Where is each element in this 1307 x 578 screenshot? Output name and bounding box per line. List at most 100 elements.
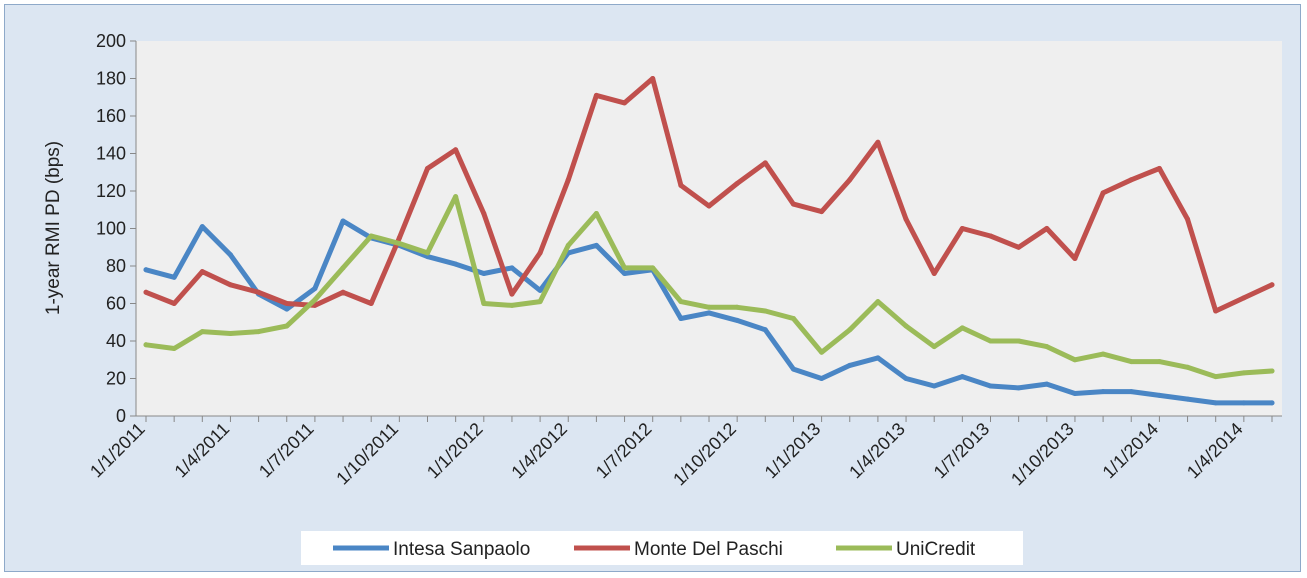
x-tick-label: 1/4/2011 [171,419,234,482]
data-point [143,289,149,295]
x-tick-label: 1/4/2012 [507,419,571,483]
data-point [931,271,937,276]
data-point [959,325,965,331]
data-point [678,316,684,321]
data-point [1072,391,1078,396]
data-point [903,216,909,222]
legend: Intesa Sanpaolo Monte Del Paschi UniCredit [301,531,1023,565]
data-point [1072,256,1078,261]
data-point [453,261,459,267]
data-point [819,209,825,215]
data-point [847,327,853,333]
y-tick-label: 160 [96,106,126,126]
data-point [819,349,825,355]
data-point [199,329,205,335]
data-point [425,166,430,171]
y-tick-label: 200 [96,31,126,51]
data-point [706,203,712,209]
data-point [847,177,853,183]
data-point [1213,400,1219,406]
y-tick-label: 180 [96,69,126,89]
data-point [256,289,262,295]
data-point [1016,244,1022,250]
x-tick-label: 1/1/2014 [1099,419,1163,483]
x-tick-label: 1/7/2013 [930,419,994,483]
data-point [1241,295,1247,301]
data-point [143,342,149,348]
data-point [847,362,853,368]
data-point [790,316,796,321]
data-point [453,147,459,153]
data-point [481,271,487,276]
data-point [227,282,233,288]
data-point [1213,308,1219,314]
data-point [1185,396,1191,402]
data-point [1156,392,1162,398]
data-point [706,304,712,310]
data-point [1185,216,1191,222]
y-tick-label: 40 [106,331,126,351]
x-tick-label: 1/4/2014 [1183,419,1247,483]
data-point [396,241,402,246]
data-point [819,376,825,381]
data-point [340,289,346,295]
data-point [593,242,599,248]
data-point [425,250,430,256]
data-point [368,233,374,239]
data-point [1156,359,1162,365]
data-point [959,226,965,231]
series-group [143,76,1275,406]
data-point [1156,166,1162,171]
data-point [509,302,515,308]
data-point [1128,177,1134,183]
data-point [312,286,318,291]
y-tick-label: 20 [106,369,126,389]
data-point [312,297,318,303]
data-point [678,299,684,305]
data-point [509,291,515,297]
data-point [1044,226,1050,231]
data-point [762,308,768,314]
data-point [790,201,796,207]
data-point [537,250,543,256]
data-point [593,211,599,216]
data-point [199,224,205,230]
data-point [1016,385,1022,391]
data-point [199,269,205,275]
data-point [509,265,515,271]
y-tick-label: 80 [106,256,126,276]
data-point [988,338,993,344]
data-point [622,100,628,106]
data-point [988,233,993,239]
data-point [650,76,656,81]
data-point [678,182,684,188]
data-point [1072,357,1078,363]
data-point [931,344,937,350]
data-point [988,383,993,389]
data-point [650,265,656,271]
data-point [1016,338,1022,344]
y-axis-title: 1-year RMI PD (bps) [43,141,64,315]
data-point [425,254,430,260]
data-point [734,304,740,310]
data-point [622,265,628,271]
legend-label: UniCredit [896,539,976,560]
data-point [227,252,233,258]
legend-box [301,531,1023,565]
data-point [1269,400,1275,406]
data-point [1044,381,1050,387]
x-tick-label: 1/10/2011 [332,419,402,489]
data-point [340,265,346,271]
data-point [706,310,712,316]
y-tick-label: 100 [96,219,126,239]
data-point [453,194,459,200]
data-point [790,366,796,372]
legend-label: Monte Del Paschi [634,539,783,560]
x-tick-label: 1/7/2012 [592,419,656,483]
data-point [875,299,881,305]
data-point [1213,374,1219,380]
y-tick-label: 0 [116,406,126,426]
data-point [959,374,965,380]
plot-area [136,41,1282,416]
data-point [903,376,909,381]
